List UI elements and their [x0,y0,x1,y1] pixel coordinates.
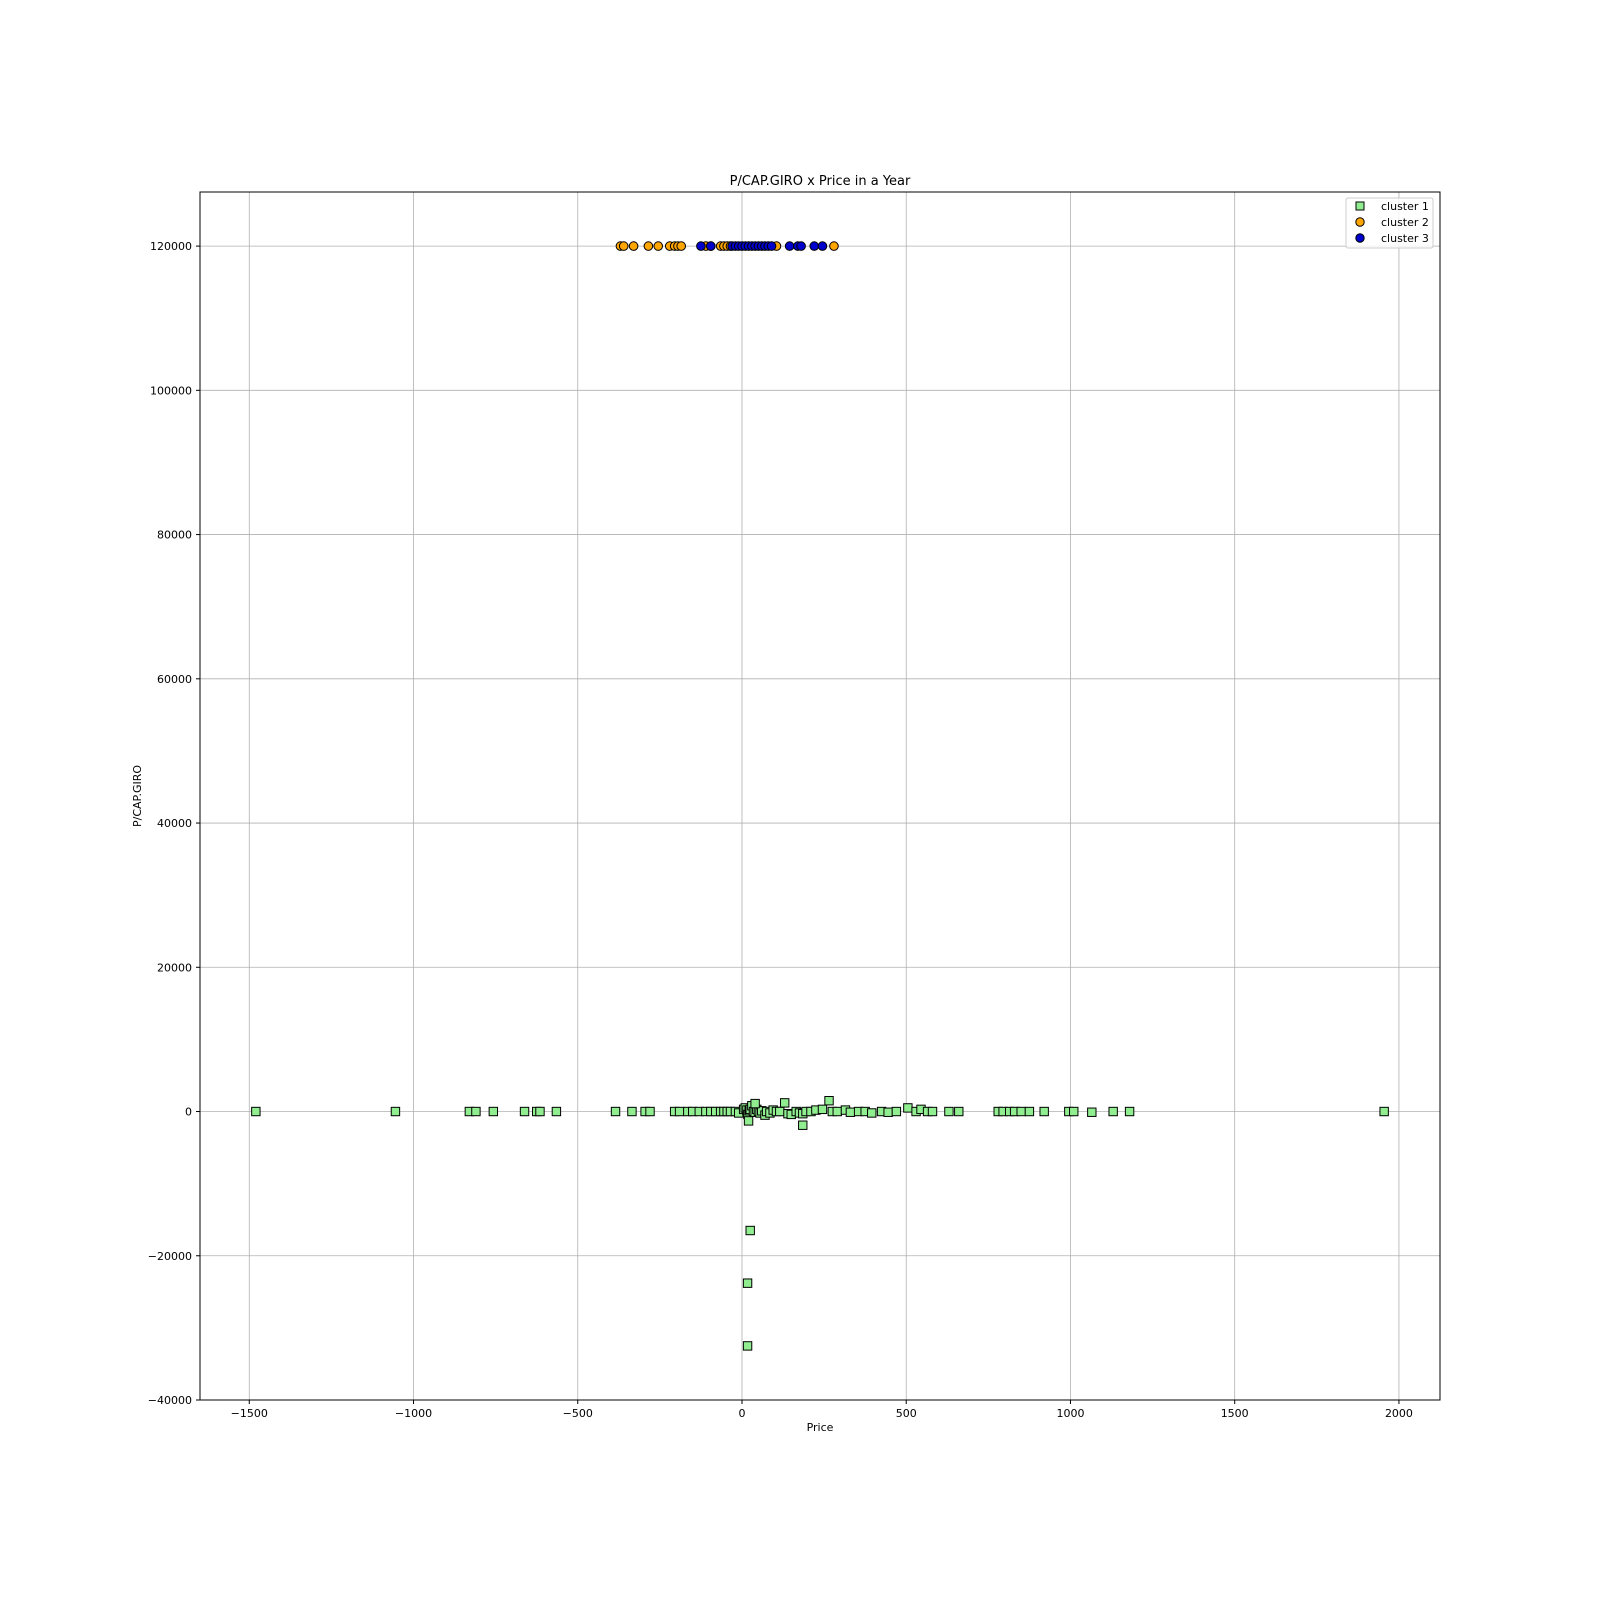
y-axis-label: P/CAP.GIRO [131,765,144,827]
legend-label-cluster-2: cluster 2 [1381,216,1429,229]
point-cluster-2 [643,241,654,251]
y-tick-label: 100000 [150,384,192,397]
point-cluster-1 [1087,1107,1097,1117]
point-cluster-1 [251,1106,261,1117]
point-cluster-1 [798,1120,808,1130]
point-cluster-3 [796,241,806,251]
point-cluster-1 [390,1106,401,1117]
point-cluster-2 [829,241,839,251]
x-axis-label: Price [807,1421,834,1434]
point-cluster-1 [1108,1106,1118,1117]
point-cluster-1 [745,1225,755,1236]
point-cluster-3 [784,241,795,251]
point-cluster-1 [674,1106,685,1117]
point-cluster-1 [883,1107,893,1117]
point-cluster-1 [750,1098,760,1109]
point-cluster-2 [676,241,687,251]
point-cluster-1 [1016,1106,1026,1117]
point-cluster-1 [817,1104,828,1115]
legend-marker-cluster-3 [1355,233,1365,243]
x-tick-label: −1500 [231,1407,268,1420]
point-cluster-1 [742,1278,753,1288]
x-tick-label: 1500 [1221,1407,1249,1420]
point-cluster-1 [743,1116,754,1126]
data-points [251,241,1389,1351]
y-tick-label: 40000 [157,817,192,830]
x-tick-label: 500 [896,1407,917,1420]
y-tick-label: 120000 [150,240,192,253]
point-cluster-1 [954,1106,964,1117]
x-tick-label: 2000 [1385,1407,1413,1420]
legend-box [1345,197,1434,249]
point-cluster-1 [551,1106,562,1117]
point-cluster-1 [471,1106,481,1117]
chart-title: P/CAP.GIRO x Price in a Year [730,174,911,189]
point-cluster-1 [944,1106,954,1117]
point-cluster-2 [628,241,639,251]
point-cluster-1 [775,1106,785,1117]
point-cluster-1 [742,1341,753,1351]
legend-marker-cluster-2 [1355,217,1365,227]
x-tick-label: 1000 [1056,1407,1084,1420]
point-cluster-1 [1379,1106,1389,1117]
y-tick-label: 20000 [157,961,192,974]
y-tick-label: −40000 [148,1394,192,1407]
y-tick-label: 80000 [157,529,192,542]
point-cluster-3 [696,241,706,251]
point-cluster-1 [645,1106,655,1117]
legend: cluster 1 cluster 2 cluster 3 [1345,197,1434,249]
point-cluster-1 [519,1106,530,1117]
series-cluster-1 [251,1096,1389,1351]
series-cluster-3 [696,241,828,251]
point-cluster-1 [845,1107,856,1117]
legend-label-cluster-1: cluster 1 [1381,200,1429,213]
point-cluster-1 [927,1106,938,1117]
y-tick-label: 0 [185,1106,192,1119]
y-tick-label: −20000 [148,1250,192,1263]
point-cluster-1 [1039,1106,1049,1117]
point-cluster-1 [1024,1106,1035,1117]
y-tick-label: 60000 [157,673,192,686]
point-cluster-1 [488,1106,499,1117]
point-cluster-1 [1069,1106,1079,1117]
point-cluster-1 [1124,1106,1135,1117]
x-tick-label: −500 [563,1407,593,1420]
point-cluster-1 [832,1106,842,1117]
point-cluster-2 [653,241,664,251]
point-cluster-1 [824,1096,834,1106]
legend-label-cluster-3: cluster 3 [1381,232,1429,245]
point-cluster-1 [867,1108,877,1118]
point-cluster-1 [610,1106,621,1117]
point-cluster-3 [705,241,716,251]
x-tick-label: 0 [738,1407,745,1420]
point-cluster-3 [809,241,820,251]
legend-marker-cluster-1 [1355,201,1365,211]
point-cluster-1 [779,1098,790,1108]
plot-frame [199,191,1441,1401]
point-cluster-2 [618,241,629,251]
point-cluster-3 [766,241,777,251]
point-cluster-1 [535,1106,545,1117]
x-axis-ticks: −1500 −1000 −500 0 500 1000 1500 2000 [231,1400,1413,1420]
point-cluster-1 [891,1106,902,1117]
x-tick-label: −1000 [395,1407,432,1420]
point-cluster-3 [817,241,828,251]
point-cluster-1 [627,1106,637,1117]
y-axis-ticks: −40000 −20000 0 20000 40000 60000 80000 100000 1… [148,240,200,1407]
point-cluster-1 [903,1103,913,1113]
